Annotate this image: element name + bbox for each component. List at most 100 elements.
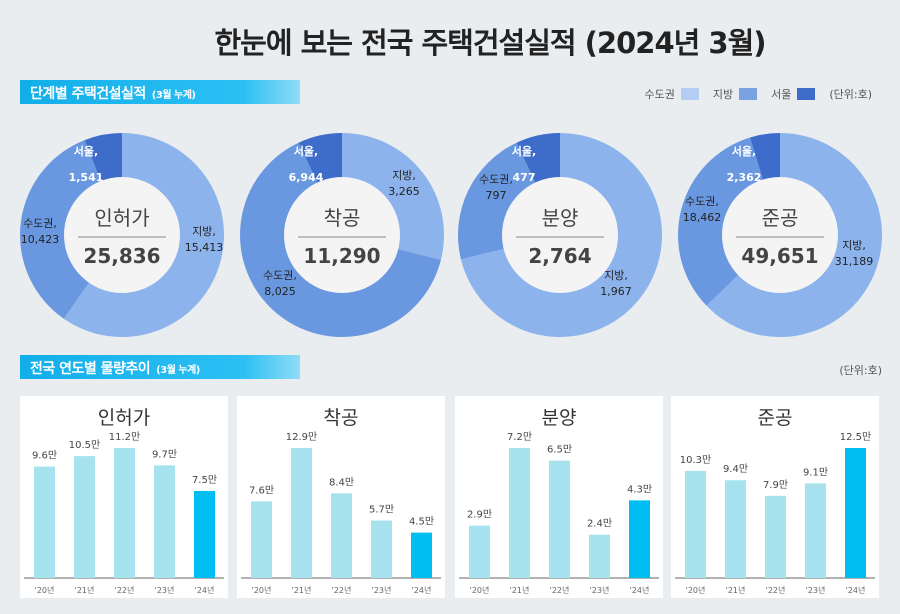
x-tick-label: '22년 (332, 585, 352, 595)
x-tick-label: '22년 (550, 585, 570, 595)
bar-panel: 착공 7.6만 '20년 12.9만 '21년 8.4만 '22년 5.7만 '23년 4.5만 '… (237, 396, 445, 598)
bar-panel: 분양 2.9만 '20년 7.2만 '21년 6.5만 '22년 2.4만 '23년 4.3만 '2… (455, 396, 663, 598)
donut-total: 2,764 (528, 244, 591, 268)
bar (251, 501, 272, 578)
legend-swatch (797, 88, 816, 100)
bar (629, 500, 650, 578)
bar (34, 466, 55, 578)
donut-title: 분양 (542, 206, 579, 230)
donut-label-value: 1,967 (600, 285, 632, 298)
bar (371, 520, 392, 578)
donut-label-value: 3,265 (388, 185, 420, 198)
bar (194, 490, 215, 578)
bar-chart-title: 분양 (542, 407, 577, 429)
x-tick-label: '24년 (630, 585, 650, 595)
bar (331, 493, 352, 578)
bar-value-label: 2.4만 (587, 518, 612, 530)
bar-chart-title: 인허가 (98, 407, 150, 429)
bar-value-label: 9.4만 (723, 463, 748, 475)
donut-slice-local (63, 133, 224, 337)
donut-label-value: 477 (513, 171, 536, 184)
donut-slice-local (342, 133, 444, 260)
donut-slice-seoul (298, 133, 342, 185)
bar-panel: 인허가 9.6만 '20년 10.5만 '21년 11.2만 '22년 9.7만 '23년 7.5… (20, 396, 228, 598)
bar-value-label: 7.2만 (507, 431, 532, 443)
donut-label-value: 2,362 (727, 171, 762, 184)
donut-title: 착공 (324, 206, 361, 230)
donut-label-name: 지방, (842, 239, 866, 252)
bar-value-label: 7.5만 (192, 474, 217, 486)
bar (469, 525, 490, 578)
donut-title: 준공 (762, 206, 799, 230)
donut-label-name: 지방, (192, 225, 216, 238)
donut-label-value: 15,413 (185, 241, 224, 254)
bar-value-label: 10.5만 (69, 439, 100, 451)
donut-label-value: 8,025 (264, 285, 296, 298)
unit-label: (단위:호) (839, 364, 882, 377)
bar (589, 534, 610, 578)
bar-value-label: 7.9만 (763, 479, 788, 491)
bar-value-label: 9.1만 (803, 466, 828, 478)
donut-title: 인허가 (94, 206, 149, 230)
bar (685, 470, 706, 578)
legend-label: 지방 (712, 88, 734, 101)
unit-label: (단위:호) (829, 88, 872, 101)
legend-label: 서울 (771, 88, 792, 101)
x-tick-label: '23년 (155, 585, 175, 595)
donut-label-value: 31,189 (835, 255, 874, 268)
donut-label-value: 797 (486, 189, 507, 202)
x-tick-label: '24년 (846, 585, 866, 595)
section-banner-yearly: 전국 연도별 물량추이 (3월 누계) (20, 355, 300, 379)
section-subtitle: (3월 누계) (151, 90, 196, 101)
bar-chart: 착공 7.6만 '20년 12.9만 '21년 8.4만 '22년 5.7만 '23년 4.5만 '… (241, 407, 441, 595)
donut-slice-seoul (516, 133, 560, 185)
bar-value-label: 12.5만 (840, 431, 871, 443)
bar-value-label: 12.9만 (286, 431, 317, 443)
bar-chart: 분양 2.9만 '20년 7.2만 '21년 6.5만 '22년 2.4만 '23년 4.3만 '2… (459, 407, 659, 595)
bar-value-label: 9.7만 (152, 448, 177, 460)
bar (154, 465, 175, 578)
legend: 수도권 지방 서울 (단위:호) (644, 86, 872, 102)
bar-value-label: 2.9만 (467, 509, 492, 521)
donut-total: 49,651 (741, 244, 818, 268)
donut-center (502, 177, 618, 293)
bar (805, 483, 826, 578)
section-title: 단계별 주택건설실적 (30, 86, 146, 102)
donut-charts: 인허가 25,836 지방, 15,413 수도권, 10,423 서울, 1,541 착공 11… (20, 133, 882, 338)
bar (549, 460, 570, 578)
x-tick-label: '24년 (195, 585, 215, 595)
x-tick-label: '22년 (115, 585, 135, 595)
bar-value-label: 11.2만 (109, 431, 140, 443)
x-tick-label: '20년 (252, 585, 272, 595)
donut-label-name: 수도권, (479, 173, 513, 186)
donut-label-name: 지방, (392, 169, 416, 182)
bar (845, 448, 866, 578)
bar (114, 448, 135, 578)
donut-slice-capital (240, 142, 441, 338)
donut-slice-seoul (84, 133, 122, 183)
section-title: 전국 연도별 물량추이 (30, 361, 151, 377)
x-tick-label: '24년 (412, 585, 432, 595)
donut-label-name: 서울, (512, 144, 536, 158)
bar-chart: 준공 10.3만 '20년 9.4만 '21년 7.9만 '22년 9.1만 '23년 12.5만… (675, 407, 875, 595)
donut-center (64, 177, 180, 293)
donut-label-value: 1,541 (69, 171, 104, 184)
x-tick-label: '21년 (510, 585, 530, 595)
donut-label-name: 서울, (732, 144, 756, 158)
bar-value-label: 9.6만 (32, 450, 57, 462)
donut-label-name: 서울, (294, 144, 318, 158)
donut-slice-capital (678, 137, 764, 306)
donut-label-name: 서울, (74, 144, 98, 158)
page-title: 한눈에 보는 전국 주택건설실적 (2024년 3월) (214, 26, 766, 60)
donut-label-value: 18,462 (683, 211, 722, 224)
x-tick-label: '23년 (590, 585, 610, 595)
x-tick-label: '21년 (292, 585, 312, 595)
bar (509, 448, 530, 578)
bar-value-label: 6.5만 (547, 444, 572, 456)
donut-slice-capital (457, 142, 537, 260)
donut-label-value: 10,423 (21, 233, 60, 246)
donut-label-name: 수도권, (23, 217, 57, 230)
donut-label-name: 수도권, (685, 195, 719, 208)
x-tick-label: '23년 (372, 585, 392, 595)
donut-label-name: 지방, (604, 269, 628, 282)
